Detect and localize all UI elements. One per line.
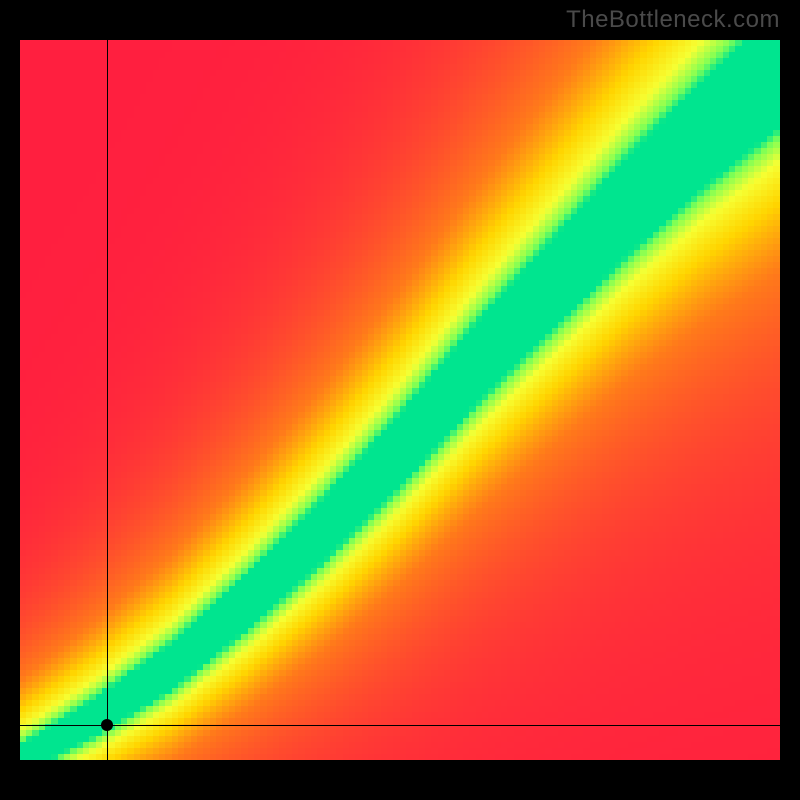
plot-area <box>20 40 780 760</box>
crosshair-horizontal <box>20 725 780 726</box>
crosshair-vertical <box>107 40 108 760</box>
crosshair-marker <box>101 719 113 731</box>
chart-container: TheBottleneck.com <box>0 0 800 800</box>
heatmap-canvas <box>20 40 780 760</box>
watermark-text: TheBottleneck.com <box>566 6 780 34</box>
